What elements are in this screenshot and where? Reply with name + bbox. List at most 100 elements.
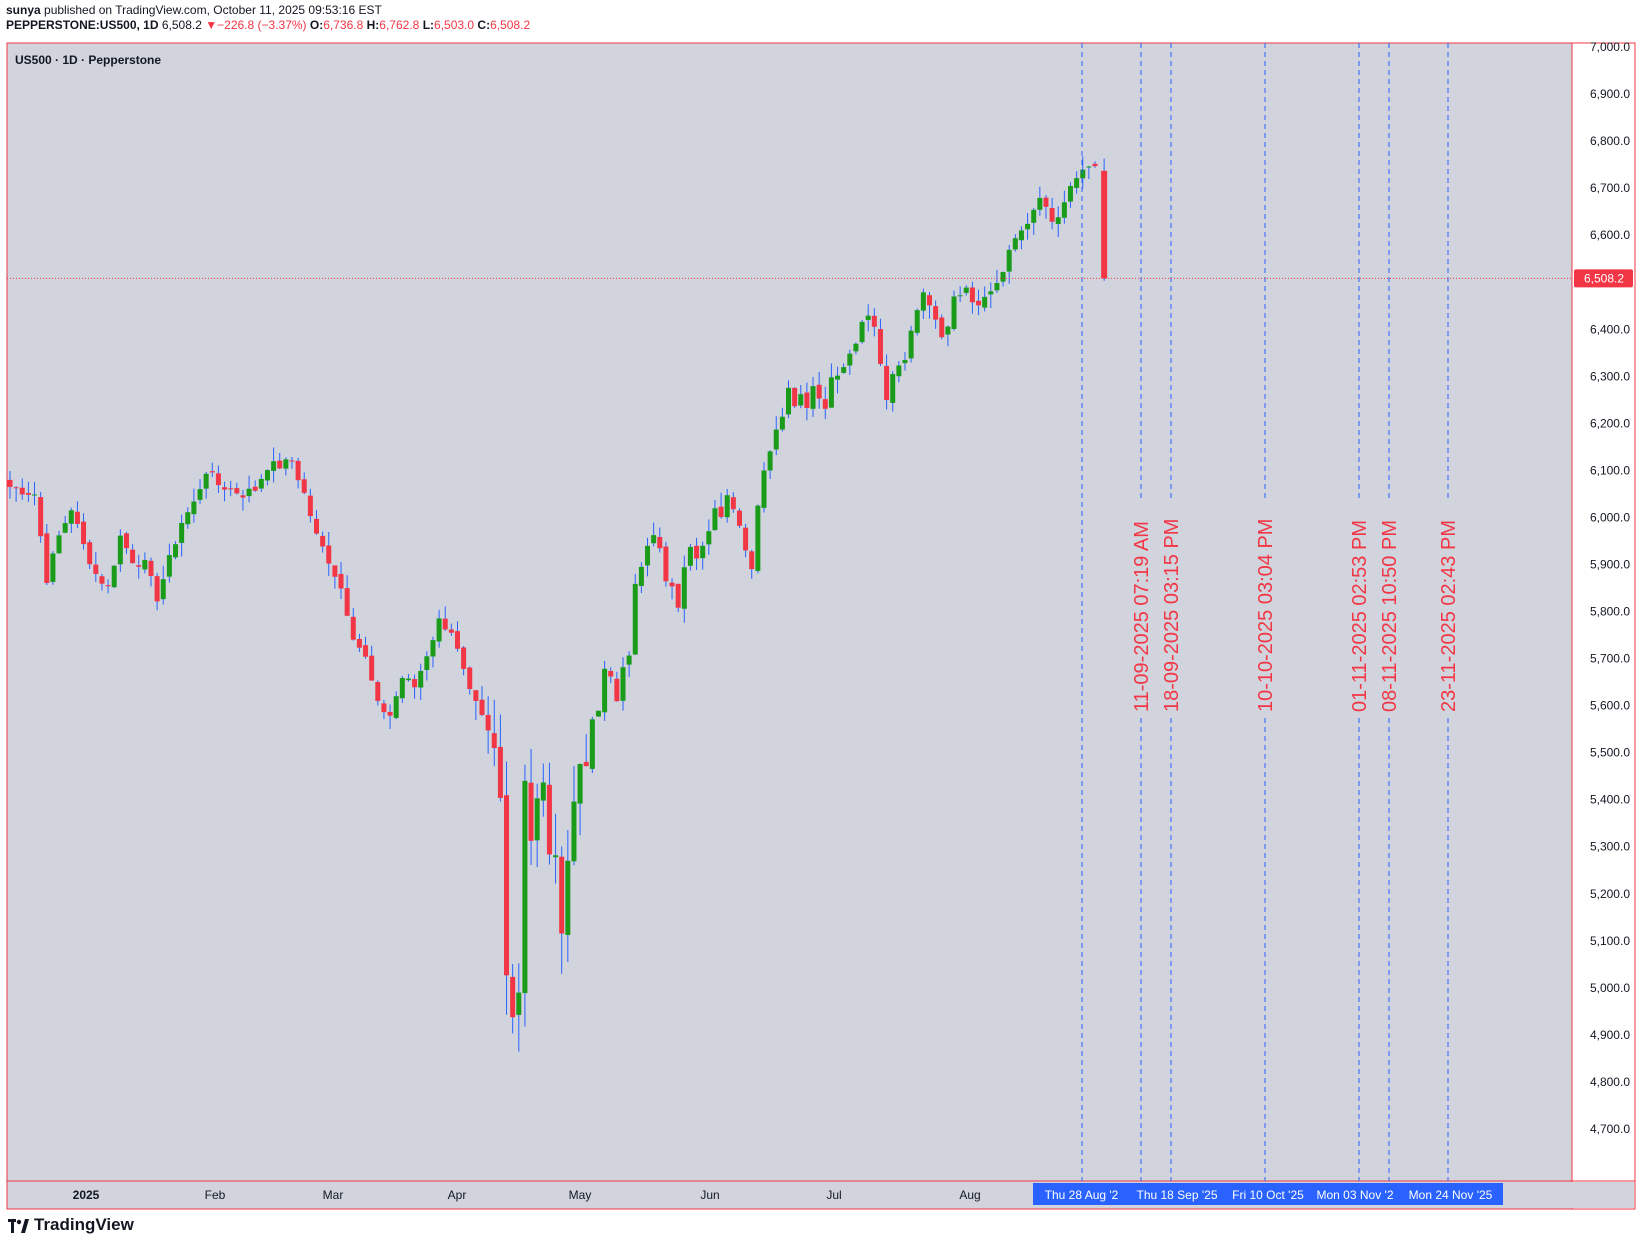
candle[interactable] — [369, 645, 375, 681]
candle-last[interactable] — [1101, 158, 1108, 281]
candle[interactable] — [920, 288, 926, 320]
candle[interactable] — [510, 964, 516, 1034]
candle[interactable] — [663, 541, 669, 587]
candle[interactable] — [375, 680, 381, 706]
candle[interactable] — [522, 764, 528, 1027]
candle[interactable] — [50, 551, 56, 585]
candle[interactable] — [877, 318, 883, 367]
price-axis-background[interactable] — [1573, 44, 1634, 1180]
candle[interactable] — [240, 490, 246, 511]
candle[interactable] — [626, 651, 632, 678]
candle[interactable] — [222, 481, 228, 502]
candle[interactable] — [105, 579, 111, 594]
candle[interactable] — [589, 716, 595, 774]
candle[interactable] — [32, 482, 38, 506]
candle[interactable] — [687, 543, 693, 571]
candle[interactable] — [326, 531, 332, 576]
annotation-label[interactable]: 18-09-2025 03:15 PM — [1161, 519, 1183, 712]
time-marker-label[interactable]: Mon 03 Nov '2 — [1317, 1188, 1394, 1202]
candle[interactable] — [1067, 182, 1073, 208]
candle[interactable] — [841, 363, 847, 374]
candle[interactable] — [804, 382, 810, 421]
candle[interactable] — [1025, 213, 1031, 240]
candle[interactable] — [957, 286, 963, 303]
candle[interactable] — [540, 763, 546, 817]
candle[interactable] — [595, 710, 601, 717]
candle[interactable] — [847, 349, 853, 375]
candle[interactable] — [136, 554, 142, 579]
candle[interactable] — [1055, 206, 1061, 238]
candle[interactable] — [546, 762, 552, 865]
candle[interactable] — [289, 457, 295, 469]
candle[interactable] — [356, 633, 362, 652]
candle[interactable] — [908, 325, 914, 363]
candle[interactable] — [651, 522, 657, 547]
candle[interactable] — [614, 671, 620, 702]
candle[interactable] — [209, 462, 215, 478]
candle[interactable] — [528, 749, 534, 866]
candle[interactable] — [945, 325, 951, 347]
candle[interactable] — [1086, 166, 1092, 180]
candle[interactable] — [504, 761, 510, 1015]
candle[interactable] — [743, 523, 749, 558]
candle[interactable] — [301, 472, 307, 495]
candle[interactable] — [706, 519, 712, 555]
candle[interactable] — [405, 673, 411, 682]
annotation-label[interactable]: 11-09-2025 07:19 AM — [1131, 521, 1153, 712]
candle[interactable] — [884, 354, 890, 410]
candle[interactable] — [902, 352, 908, 371]
candle[interactable] — [700, 541, 706, 570]
candle[interactable] — [1043, 195, 1049, 219]
candle[interactable] — [786, 380, 792, 418]
candle[interactable] — [442, 606, 448, 631]
candle[interactable] — [1074, 171, 1080, 194]
candle[interactable] — [381, 699, 387, 720]
candle[interactable] — [74, 501, 80, 529]
candle[interactable] — [111, 565, 117, 589]
candle[interactable] — [166, 543, 172, 583]
time-marker-label[interactable]: Thu 18 Sep '25 — [1136, 1188, 1217, 1202]
candle[interactable] — [258, 474, 264, 493]
candle[interactable] — [436, 609, 442, 648]
candle[interactable] — [559, 846, 565, 974]
candle[interactable] — [277, 453, 283, 470]
candle[interactable] — [810, 376, 816, 417]
candle[interactable] — [681, 555, 687, 623]
candle[interactable] — [853, 342, 859, 355]
candle[interactable] — [62, 515, 68, 534]
candle[interactable] — [154, 572, 160, 611]
candle[interactable] — [675, 583, 681, 613]
candle[interactable] — [749, 549, 755, 579]
candle[interactable] — [485, 696, 491, 754]
candle[interactable] — [123, 531, 129, 554]
candle[interactable] — [350, 608, 356, 641]
candle[interactable] — [859, 320, 865, 344]
candle[interactable] — [988, 282, 994, 309]
candle[interactable] — [1000, 271, 1006, 287]
candle[interactable] — [173, 541, 179, 560]
candle[interactable] — [798, 384, 804, 409]
candle[interactable] — [982, 286, 988, 312]
candle[interactable] — [344, 575, 350, 617]
candle[interactable] — [295, 457, 301, 489]
candle[interactable] — [87, 539, 93, 570]
candle[interactable] — [632, 573, 638, 655]
candle[interactable] — [828, 363, 834, 408]
candle[interactable] — [148, 557, 154, 587]
candle[interactable] — [730, 492, 736, 513]
candle[interactable] — [712, 499, 718, 531]
candle[interactable] — [645, 537, 651, 577]
symbol-name[interactable]: PEPPERSTONE:US500, 1D — [6, 18, 159, 32]
candle[interactable] — [1061, 190, 1067, 224]
candle[interactable] — [307, 488, 313, 523]
candle[interactable] — [602, 660, 608, 721]
candle[interactable] — [835, 366, 841, 394]
candle[interactable] — [332, 565, 338, 589]
candle[interactable] — [896, 361, 902, 383]
candle[interactable] — [185, 507, 191, 529]
candle[interactable] — [951, 290, 957, 331]
candle[interactable] — [271, 447, 277, 483]
candle[interactable] — [479, 686, 485, 717]
annotation-label[interactable]: 08-11-2025 10:50 PM — [1379, 520, 1401, 712]
